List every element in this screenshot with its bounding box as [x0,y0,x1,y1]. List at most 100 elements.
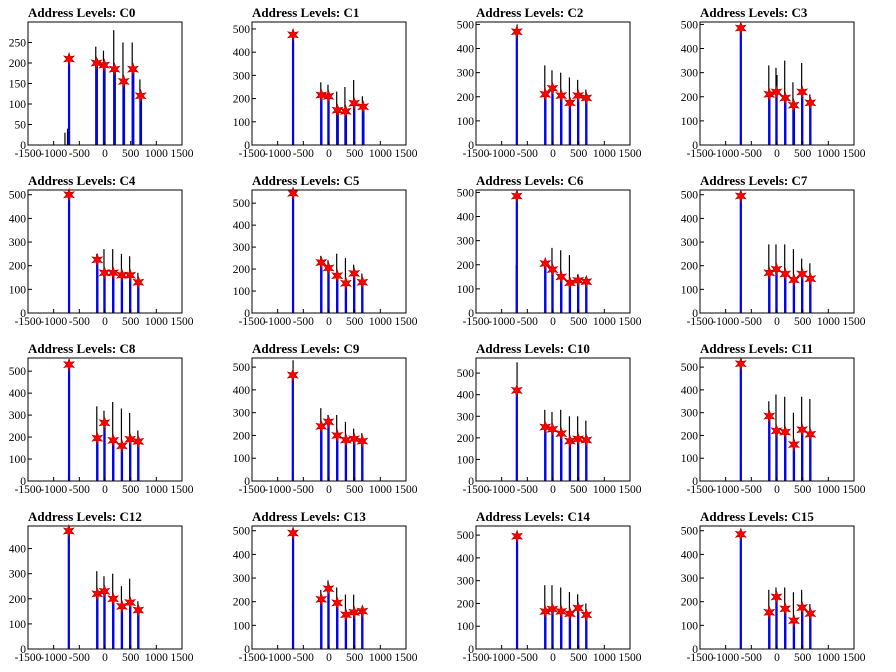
histogram-bar [336,602,339,649]
y-tick-label: 500 [457,368,475,380]
y-tick-label: 200 [681,261,699,273]
histogram-bar [568,613,572,649]
y-tick-label: 500 [681,19,699,31]
x-tick-label: -1000 [712,148,739,160]
histogram-bar [768,416,771,481]
y-tick-label: 400 [681,44,699,56]
x-tick-label: 500 [346,652,364,664]
histogram-bar [739,363,742,481]
x-tick-label: 1000 [593,652,616,664]
chart-title: Address Levels: C1 [252,5,360,20]
peak-star-marker [580,274,593,289]
peak-star-marker [734,527,747,542]
histogram-bar [784,432,787,481]
x-tick-label: 1000 [817,148,840,160]
peak-star-marker [555,426,568,441]
histogram-bar [739,28,742,145]
peak-star-marker [572,273,585,288]
y-tick-label: 0 [692,476,698,488]
peak-star-marker [546,422,559,437]
x-tick-label: -500 [517,652,538,664]
x-tick-label: 1500 [843,316,866,328]
x-tick-label: -1500 [239,484,266,496]
peak-star-marker [779,267,792,281]
peak-star-marker [734,356,747,371]
x-tick-label: 1500 [619,484,642,496]
chart-plot: 0 100 200 300 400 500 -1500-1000 -500 0 500 1000 15… [457,19,642,160]
chart-title: Address Levels: C15 [700,509,814,524]
peak-star-marker [356,275,369,290]
x-tick-label: -500 [69,484,90,496]
peak-star-marker [770,85,783,99]
histogram-bar [320,599,323,649]
chart-plot: 0 100 200 300 400 500 -1500-1000 -500 0 500 1000 15… [457,187,642,328]
histogram-bar [792,444,796,481]
x-tick-label: 500 [346,148,364,160]
y-tick-label: 0 [20,476,26,488]
x-tick-label: -1500 [687,148,714,160]
histogram-bar [103,272,106,313]
peak-star-marker [804,271,817,286]
peak-star-marker [115,268,128,283]
histogram-bar [568,441,572,481]
y-tick-label: 500 [9,190,27,202]
y-tick-label: 300 [9,569,27,581]
x-tick-label: -500 [69,316,90,328]
peak-star-marker [98,265,111,280]
chart-title: Address Levels: C5 [252,173,360,188]
histogram-bar [103,422,106,481]
y-tick-label: 400 [457,390,475,402]
peak-star-marker [580,91,593,105]
chart-panel: Address Levels: C10 0 100 200 300 400 500 -1500… [448,336,672,504]
chart-plot: 0 100 200 300 400 500 -1500-1000 -500 0 500 1000 15… [233,525,418,664]
chart-panel: Address Levels: C13 0 100 200 300 400 500 -1500… [224,504,448,672]
histogram-bar [809,278,812,313]
peak-star-marker [356,434,369,449]
histogram-bar [291,193,295,313]
peak-star-marker [787,613,800,628]
x-tick-label: 1500 [843,148,866,160]
peak-star-marker [91,431,104,446]
x-tick-label: -500 [517,148,538,160]
y-tick-label: 300 [457,68,475,80]
histogram-bar [361,282,364,313]
peak-star-marker [62,524,75,538]
x-tick-label: 1000 [145,652,168,664]
peak-star-marker [356,604,369,619]
x-tick-label: -500 [293,484,314,496]
histogram-bar [515,196,518,313]
peak-star-marker [331,428,344,443]
y-tick-label: 200 [681,430,699,442]
y-tick-label: 500 [233,362,251,374]
x-tick-label: -1000 [264,652,291,664]
y-tick-label: 0 [244,644,250,656]
x-tick-label: -1500 [15,484,42,496]
peak-star-marker [124,595,137,610]
histogram-bar [112,272,115,313]
peak-star-marker [322,89,335,104]
chart-panel: Address Levels: C9 0 100 200 300 400 500 -1500-… [224,336,448,504]
x-tick-label: 0 [550,148,556,160]
x-tick-label: 0 [326,484,332,496]
histogram-bar [809,102,812,145]
histogram-bar [775,269,778,313]
y-tick-label: 100 [457,621,475,633]
x-tick-label: -1000 [264,148,291,160]
peak-star-marker [90,56,103,70]
peak-star-marker [63,187,76,202]
peak-star-marker [546,81,559,96]
histogram-bar [327,588,330,649]
x-tick-label: 1000 [145,148,168,160]
histogram-bar [792,620,796,649]
y-tick-label: 0 [244,140,250,152]
chart-title: Address Levels: C13 [252,509,366,524]
peak-star-marker [331,268,344,283]
histogram-bar [320,426,323,481]
peak-star-marker [315,88,328,103]
histogram-bar [320,95,323,145]
peak-star-marker [734,188,747,203]
peak-star-marker [770,262,783,277]
histogram-bar [344,614,348,649]
y-tick-label: 0 [20,308,26,320]
peak-star-marker [572,88,585,103]
